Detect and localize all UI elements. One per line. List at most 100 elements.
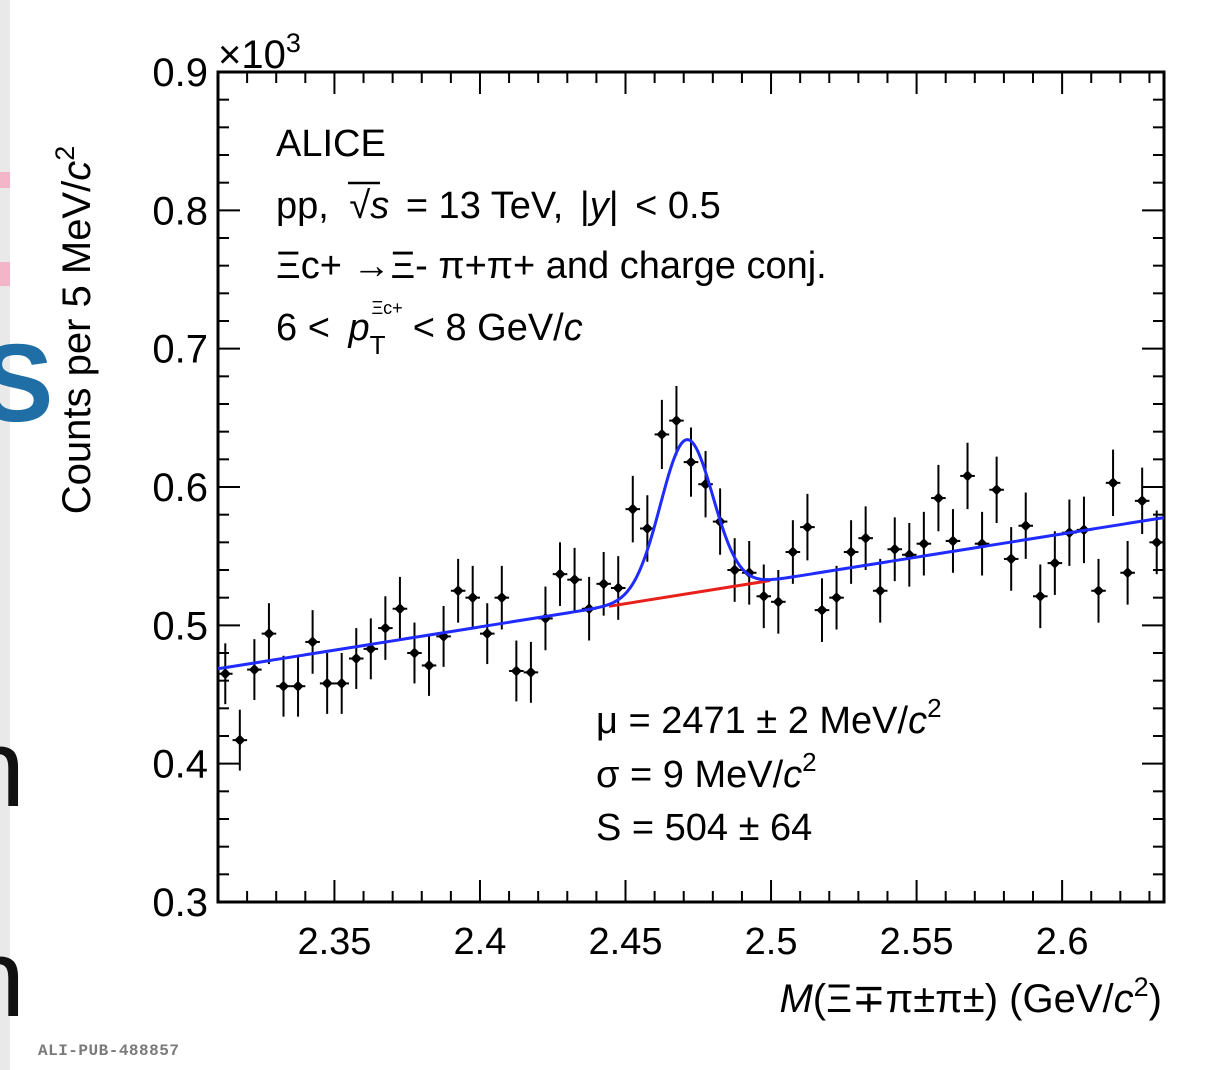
- data-marker: [1151, 536, 1163, 548]
- background-accent-bar-2: [0, 262, 10, 286]
- fit-sigma-label: σ = 9 MeV/c2: [596, 747, 817, 796]
- y-tick-label: 0.9: [152, 51, 208, 95]
- data-marker: [656, 428, 668, 440]
- data-point: [727, 538, 742, 602]
- data-marker: [787, 546, 799, 558]
- data-marker: [1020, 520, 1032, 532]
- data-marker: [918, 538, 930, 550]
- data-point: [334, 653, 349, 714]
- data-point: [363, 618, 379, 680]
- data-point: [814, 578, 830, 642]
- data-marker: [496, 592, 508, 604]
- data-marker: [1136, 495, 1148, 507]
- data-marker: [292, 680, 304, 692]
- x-tick-label: 2.35: [297, 921, 371, 963]
- x-tick-label: 2.5: [745, 921, 798, 963]
- data-marker: [219, 668, 231, 680]
- data-point: [392, 576, 408, 641]
- data-marker: [263, 628, 275, 640]
- data-marker: [685, 456, 697, 468]
- x-tick-label: 2.45: [589, 921, 663, 963]
- data-marker: [408, 647, 420, 659]
- data-point: [261, 603, 277, 665]
- data-marker: [889, 543, 901, 555]
- data-marker: [336, 677, 348, 689]
- data-point: [1018, 492, 1034, 559]
- y-tick-label: 0.5: [152, 604, 208, 648]
- data-point: [378, 596, 393, 660]
- data-marker: [598, 578, 610, 590]
- data-marker: [1122, 567, 1134, 579]
- data-point: [407, 622, 422, 684]
- data-point: [1120, 540, 1135, 605]
- data-marker: [758, 590, 770, 602]
- data-marker: [627, 503, 639, 515]
- data-point: [756, 564, 772, 629]
- data-marker: [962, 470, 974, 482]
- data-marker: [772, 596, 784, 608]
- data-point: [916, 511, 932, 576]
- data-point: [319, 653, 335, 714]
- data-point: [960, 442, 975, 510]
- data-point: [450, 558, 466, 623]
- data-point: [1149, 510, 1164, 575]
- data-point: [479, 603, 495, 665]
- data-marker: [860, 532, 872, 544]
- data-marker: [234, 734, 246, 746]
- data-point: [829, 565, 844, 630]
- data-marker: [452, 585, 464, 597]
- data-point: [945, 509, 961, 573]
- data-point: [931, 464, 946, 532]
- fit-mean-label: μ = 2471 ± 2 MeV/c2: [596, 693, 942, 742]
- background-fit-line: [608, 579, 771, 608]
- data-marker: [932, 492, 944, 504]
- background-fragment-s: S: [0, 322, 54, 445]
- data-point: [247, 639, 262, 701]
- data-marker: [1005, 553, 1017, 565]
- background-left-strip: [0, 0, 10, 1070]
- data-marker: [569, 574, 581, 586]
- data-point: [771, 570, 786, 634]
- data-point: [1033, 564, 1048, 629]
- data-marker: [554, 568, 566, 580]
- data-point: [494, 565, 510, 630]
- data-point: [436, 605, 451, 667]
- data-point: [523, 641, 539, 703]
- publication-id: ALI-PUB-488857: [38, 1042, 180, 1060]
- y-tick-label: 0.4: [152, 743, 208, 787]
- data-point: [974, 511, 990, 576]
- decay-channel-label: Ξc+ →Ξ- π+π+ and charge conj.: [276, 245, 827, 287]
- data-point: [1105, 449, 1121, 517]
- background-accent-bar-1: [0, 172, 10, 188]
- data-marker: [947, 535, 959, 547]
- data-marker: [991, 484, 1003, 496]
- background-fragment-n-2: n: [0, 915, 25, 1042]
- data-marker: [831, 592, 843, 604]
- data-point: [218, 643, 233, 705]
- data-marker: [525, 666, 537, 678]
- y-tick-label: 0.6: [152, 466, 208, 510]
- y-axis-multiplier: ×103: [218, 28, 301, 77]
- data-marker: [816, 604, 828, 616]
- data-point: [276, 655, 291, 717]
- y-tick-label: 0.3: [152, 881, 208, 925]
- experiment-label: ALICE: [276, 123, 386, 165]
- data-point: [232, 709, 248, 771]
- data-marker: [874, 585, 886, 597]
- data-marker: [350, 653, 362, 665]
- data-point: [1134, 467, 1150, 535]
- data-point: [610, 556, 626, 620]
- data-point: [567, 547, 582, 612]
- x-tick-label: 2.6: [1036, 921, 1089, 963]
- data-marker: [1107, 477, 1119, 489]
- data-point: [1091, 558, 1106, 623]
- data-point: [465, 565, 480, 630]
- data-point: [1047, 531, 1063, 595]
- data-marker: [481, 628, 493, 640]
- y-axis-label: Counts per 5 MeV/c2: [50, 146, 99, 515]
- data-marker: [277, 680, 289, 692]
- data-point: [290, 655, 306, 717]
- data-point: [669, 386, 684, 456]
- data-point: [625, 475, 641, 543]
